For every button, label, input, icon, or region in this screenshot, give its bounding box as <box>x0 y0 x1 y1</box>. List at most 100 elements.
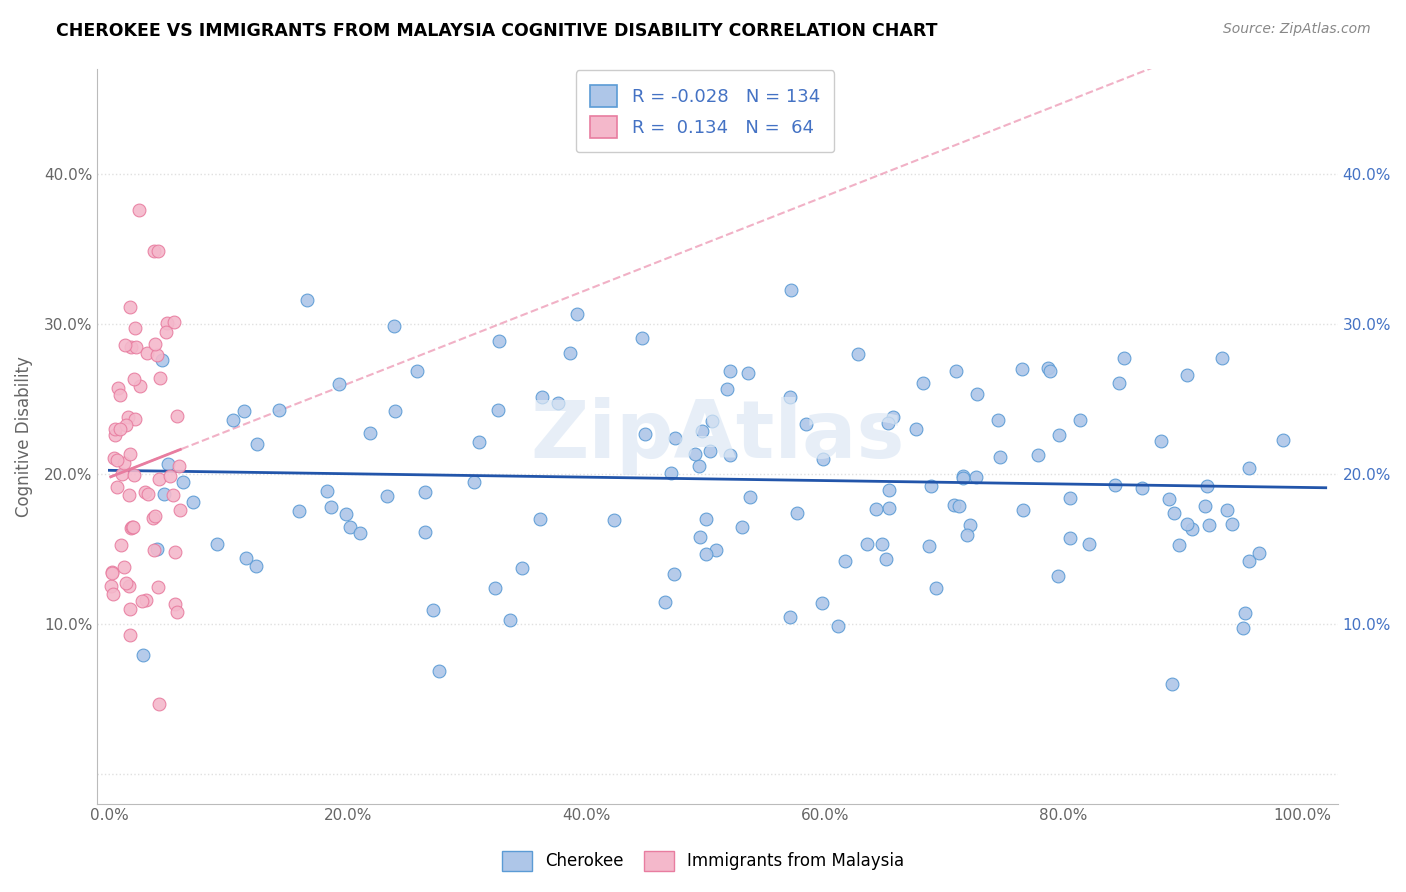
Point <box>1059 491 1081 506</box>
Point <box>529 512 551 526</box>
Point <box>166 605 188 619</box>
Point <box>118 487 141 501</box>
Point <box>1108 376 1130 391</box>
Point <box>917 540 939 554</box>
Point <box>162 487 184 501</box>
Point <box>1047 427 1070 442</box>
Point <box>865 501 887 516</box>
Point <box>956 528 979 542</box>
Point <box>510 561 533 575</box>
Point <box>1175 368 1198 383</box>
Point <box>664 431 686 445</box>
Point <box>427 664 450 678</box>
Point <box>468 435 491 450</box>
Point <box>359 426 381 441</box>
Point <box>699 444 721 458</box>
Point <box>855 536 877 550</box>
Point <box>384 404 406 418</box>
Point <box>163 315 186 329</box>
Point <box>103 587 125 601</box>
Point <box>848 347 870 361</box>
Point <box>165 545 187 559</box>
Point <box>737 366 759 380</box>
Point <box>136 346 159 360</box>
Point <box>101 566 124 580</box>
Point <box>911 376 934 391</box>
Point <box>163 597 186 611</box>
Point <box>1114 351 1136 366</box>
Point <box>146 348 169 362</box>
Point <box>104 422 127 436</box>
Point <box>558 346 581 360</box>
Point <box>716 382 738 396</box>
Point <box>738 491 761 505</box>
Point <box>875 551 897 566</box>
Point <box>1011 503 1033 517</box>
Point <box>689 530 711 544</box>
Point <box>108 422 131 436</box>
Legend: Cherokee, Immigrants from Malaysia: Cherokee, Immigrants from Malaysia <box>494 842 912 880</box>
Point <box>1237 461 1260 475</box>
Point <box>335 507 357 521</box>
Point <box>690 424 713 438</box>
Point <box>659 466 682 480</box>
Point <box>945 364 967 378</box>
Point <box>422 602 444 616</box>
Point <box>235 550 257 565</box>
Point <box>486 403 509 417</box>
Point <box>122 372 145 386</box>
Point <box>143 336 166 351</box>
Point <box>1011 361 1033 376</box>
Point <box>122 468 145 483</box>
Point <box>499 613 522 627</box>
Point <box>159 469 181 483</box>
Point <box>132 648 155 662</box>
Point <box>662 566 685 581</box>
Point <box>124 411 146 425</box>
Point <box>683 446 706 460</box>
Point <box>100 579 122 593</box>
Point <box>1211 351 1233 366</box>
Point <box>463 475 485 490</box>
Point <box>156 316 179 330</box>
Point <box>877 500 900 515</box>
Point <box>169 503 191 517</box>
Point <box>718 449 741 463</box>
Point <box>1130 481 1153 495</box>
Point <box>948 499 970 513</box>
Point <box>142 510 165 524</box>
Point <box>704 542 727 557</box>
Point <box>118 579 141 593</box>
Point <box>128 378 150 392</box>
Point <box>339 519 361 533</box>
Point <box>1234 606 1257 620</box>
Y-axis label: Cognitive Disability: Cognitive Disability <box>15 356 32 516</box>
Point <box>287 504 309 518</box>
Point <box>142 244 165 258</box>
Point <box>125 340 148 354</box>
Point <box>146 541 169 556</box>
Point <box>925 581 948 595</box>
Point <box>148 580 170 594</box>
Point <box>779 390 801 404</box>
Point <box>1247 546 1270 560</box>
Point <box>1194 499 1216 513</box>
Point <box>1220 516 1243 531</box>
Point <box>1175 517 1198 532</box>
Point <box>233 403 256 417</box>
Point <box>877 483 900 498</box>
Point <box>148 698 170 712</box>
Point <box>136 487 159 501</box>
Point <box>987 413 1010 427</box>
Point <box>316 483 339 498</box>
Point <box>121 519 143 533</box>
Point <box>1272 433 1295 447</box>
Point <box>905 422 928 436</box>
Point <box>245 559 267 574</box>
Point <box>413 485 436 500</box>
Point <box>107 381 129 395</box>
Point <box>156 457 179 471</box>
Point <box>1157 491 1180 506</box>
Point <box>965 469 987 483</box>
Point <box>148 472 170 486</box>
